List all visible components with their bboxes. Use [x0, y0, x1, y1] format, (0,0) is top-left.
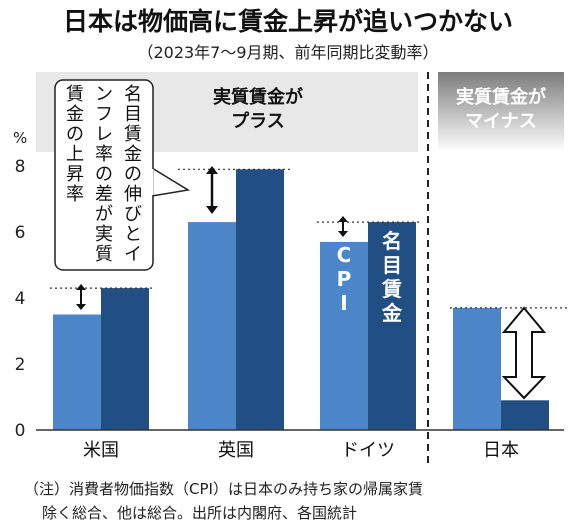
- y-tick-label-1: 2: [15, 355, 26, 375]
- callout-char-1-6: が: [95, 204, 113, 225]
- callout-char-2-2: の: [66, 124, 84, 145]
- chart-subtitle: （2023年7～9月期、前年同期比変動率）: [137, 43, 438, 62]
- cpi-series-label: CPI: [337, 243, 352, 315]
- callout-char-1-4: の: [95, 164, 113, 185]
- bars-layer: [53, 169, 549, 431]
- callout-pointer: [151, 166, 191, 197]
- callout-char-2-0: 賃: [66, 84, 84, 105]
- panel-plus-header-line2: プラス: [231, 110, 285, 132]
- diff-arrow-uk: [206, 166, 218, 214]
- cpi-label-char-2: I: [340, 291, 347, 315]
- panel-minus-header-line1: 実質賃金が: [456, 86, 546, 108]
- callout-char-2-3: 上: [66, 144, 84, 165]
- callout-char-1-0: ン: [95, 84, 113, 105]
- panel-minus-background: [438, 72, 564, 152]
- footnote-line1: （注）消費者物価指数（CPI）は日本のみ持ち家の帰属家賃: [24, 480, 423, 498]
- callout-char-2-1: 金: [66, 104, 84, 125]
- panel-plus-header-line1: 実質賃金が: [213, 86, 303, 108]
- wage-label-char-0: 名: [382, 229, 402, 253]
- reference-lines-layer: [50, 168, 569, 309]
- chart-title: 日本は物価高に賃金上昇が追いつかない: [63, 7, 513, 36]
- callout-char-1-8: 質: [95, 244, 113, 265]
- callout-char-0-0: 名: [124, 84, 142, 105]
- callout-char-0-8: イ: [124, 244, 142, 265]
- bar-cpi-3: [453, 307, 501, 430]
- callout-char-1-1: フ: [95, 104, 113, 125]
- footnote-line2: 除く総合、他は総合。出所は内閣府、各国統計: [42, 504, 357, 522]
- x-category-label-2: ドイツ: [341, 440, 395, 461]
- bar-wage-3: [501, 400, 549, 430]
- bar-cpi-0: [53, 314, 101, 430]
- diff-arrow-usa: [76, 284, 86, 310]
- x-category-label-3: 日本: [483, 440, 519, 461]
- callout-char-1-2: レ: [95, 124, 113, 145]
- x-category-label-0: 米国: [83, 440, 119, 461]
- y-tick-label-3: 6: [15, 223, 26, 243]
- diff-arrow-germany: [338, 216, 348, 237]
- callout-char-0-1: 目: [124, 104, 142, 125]
- bar-wage-0: [101, 288, 149, 430]
- y-tick-label-0: 0: [15, 421, 26, 441]
- callout-char-0-2: 賃: [124, 124, 142, 145]
- callout-char-1-5: 差: [95, 184, 113, 205]
- callout-char-0-3: 金: [124, 144, 142, 165]
- wage-label-char-1: 目: [382, 253, 402, 277]
- bar-cpi-1: [188, 222, 236, 430]
- bar-cpi-2: [320, 241, 368, 430]
- callout-char-0-5: 伸: [124, 184, 142, 205]
- wage-label-char-3: 金: [381, 301, 403, 325]
- y-axis-ticks: 0 2 4 6 8: [15, 157, 26, 441]
- callout-char-0-6: び: [124, 204, 142, 225]
- callout-char-2-5: 率: [66, 184, 84, 205]
- wage-label-char-2: 賃: [381, 277, 402, 301]
- diff-arrows-layer: [76, 166, 547, 400]
- callout-char-1-3: 率: [95, 144, 113, 165]
- x-axis-labels: 米国 英国 ドイツ 日本: [83, 440, 519, 461]
- callout-char-0-4: の: [124, 164, 142, 185]
- y-tick-label-4: 8: [15, 157, 26, 177]
- bar-wage-1: [236, 169, 284, 431]
- callout-char-1-7: 実: [95, 224, 113, 245]
- diff-arrow-japan: [501, 306, 547, 400]
- callout-char-0-7: と: [124, 224, 142, 245]
- y-axis-unit-label: %: [13, 129, 27, 147]
- cpi-label-char-0: C: [337, 243, 352, 267]
- bar-wage-2: [368, 222, 416, 430]
- callout-char-2-4: 昇: [66, 164, 84, 185]
- cpi-label-char-1: P: [337, 267, 352, 291]
- panel-minus-header-line2: マイナス: [465, 111, 537, 132]
- y-tick-label-2: 4: [15, 289, 26, 309]
- x-category-label-1: 英国: [218, 440, 254, 461]
